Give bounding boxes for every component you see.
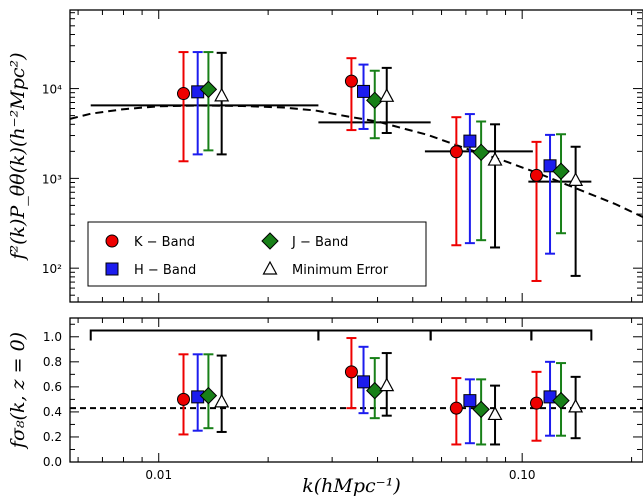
legend-label-Min: Minimum Error bbox=[292, 263, 389, 278]
bottom-point-H bbox=[357, 375, 371, 389]
bottom-bin-brackets-layer bbox=[89, 329, 593, 341]
bottom-ticks-layer: 0.01 0.10 0.0 0.2 0.4 0.6 0.8 1.0 bbox=[43, 318, 642, 482]
bottom-point-K bbox=[177, 392, 191, 406]
top-plot-frame bbox=[69, 9, 643, 303]
bin-bracket bbox=[89, 329, 320, 341]
bottom-y-tick-label: 0.4 bbox=[43, 405, 62, 419]
bottom-point-K bbox=[530, 396, 544, 410]
top-y-tick-label: 10³ bbox=[42, 172, 62, 186]
bottom-y-tick-label: 0.2 bbox=[43, 430, 62, 444]
bottom-points-layer bbox=[177, 337, 584, 446]
bottom-y-tick-label: 1.0 bbox=[43, 330, 62, 344]
bottom-y-tick-label: 0.8 bbox=[43, 355, 62, 369]
top-point-J bbox=[199, 80, 218, 99]
bottom-y-tick-label: 0.0 bbox=[43, 455, 62, 469]
legend-marker-K bbox=[105, 234, 119, 248]
top-panel: K − Band J − Band H − Band Minimum Error 10… bbox=[42, 9, 643, 303]
top-ticks-layer: 10² 10³ 10⁴ bbox=[42, 10, 642, 302]
bottom-point-J bbox=[472, 400, 490, 419]
bin-bracket bbox=[530, 329, 593, 341]
top-point-H bbox=[543, 159, 557, 173]
bottom-point-J bbox=[199, 386, 218, 405]
legend-marker-H bbox=[105, 262, 119, 276]
top-point-K bbox=[530, 168, 544, 182]
top-point-J bbox=[472, 143, 490, 162]
bottom-point-J bbox=[552, 391, 570, 410]
legend-label-H: H − Band bbox=[134, 263, 196, 278]
bottom-y-tick-label: 0.6 bbox=[43, 380, 62, 394]
bin-bracket bbox=[317, 329, 432, 341]
legend: K − Band J − Band H − Band Minimum Error bbox=[87, 221, 427, 287]
bottom-point-K bbox=[449, 401, 463, 415]
top-point-Min bbox=[214, 87, 230, 102]
legend-marker-Min bbox=[262, 260, 278, 275]
bottom-point-Min bbox=[214, 393, 230, 408]
top-point-K bbox=[344, 74, 358, 88]
top-point-H bbox=[357, 84, 371, 98]
top-point-Min bbox=[487, 151, 503, 166]
top-point-Min bbox=[568, 172, 584, 186]
top-points-layer bbox=[177, 51, 584, 282]
legend-marker-J bbox=[261, 232, 279, 250]
bottom-point-K bbox=[344, 365, 358, 379]
x-axis-label: k(hMpc⁻¹) bbox=[302, 475, 400, 497]
model-curve bbox=[69, 104, 643, 219]
bottom-point-H bbox=[543, 390, 557, 404]
bin-bracket bbox=[429, 329, 533, 341]
bottom-point-Min bbox=[379, 377, 395, 392]
top-y-tick-label: 10² bbox=[42, 262, 62, 276]
top-y-tick-label: 10⁴ bbox=[42, 83, 62, 97]
top-point-K bbox=[449, 145, 463, 159]
bottom-plot-frame bbox=[69, 317, 643, 463]
legend-label-K: K − Band bbox=[134, 235, 195, 250]
legend-label-J: J − Band bbox=[291, 235, 348, 250]
bottom-point-J bbox=[366, 381, 384, 400]
bottom-x-tick-label: 0.10 bbox=[509, 468, 536, 482]
top-point-J bbox=[366, 91, 384, 110]
top-model-curve-layer bbox=[69, 104, 643, 219]
top-point-K bbox=[177, 87, 191, 101]
top-band-power-layer bbox=[90, 104, 592, 183]
top-point-J bbox=[552, 162, 570, 180]
bottom-point-Min bbox=[568, 398, 584, 413]
legend-box bbox=[87, 221, 427, 287]
bottom-y-axis-label: fσ₈(k, z = 0) bbox=[7, 332, 29, 450]
bottom-panel: 0.01 0.10 0.0 0.2 0.4 0.6 0.8 1.0 bbox=[43, 317, 643, 482]
bottom-point-Min bbox=[487, 406, 503, 421]
top-point-H bbox=[463, 134, 477, 148]
top-y-axis-label: f²(k)P_θθ(k)(h⁻²Mpc²) bbox=[7, 52, 29, 261]
bottom-point-H bbox=[463, 394, 477, 408]
top-point-Min bbox=[379, 88, 395, 102]
bottom-x-tick-label: 0.01 bbox=[145, 468, 172, 482]
